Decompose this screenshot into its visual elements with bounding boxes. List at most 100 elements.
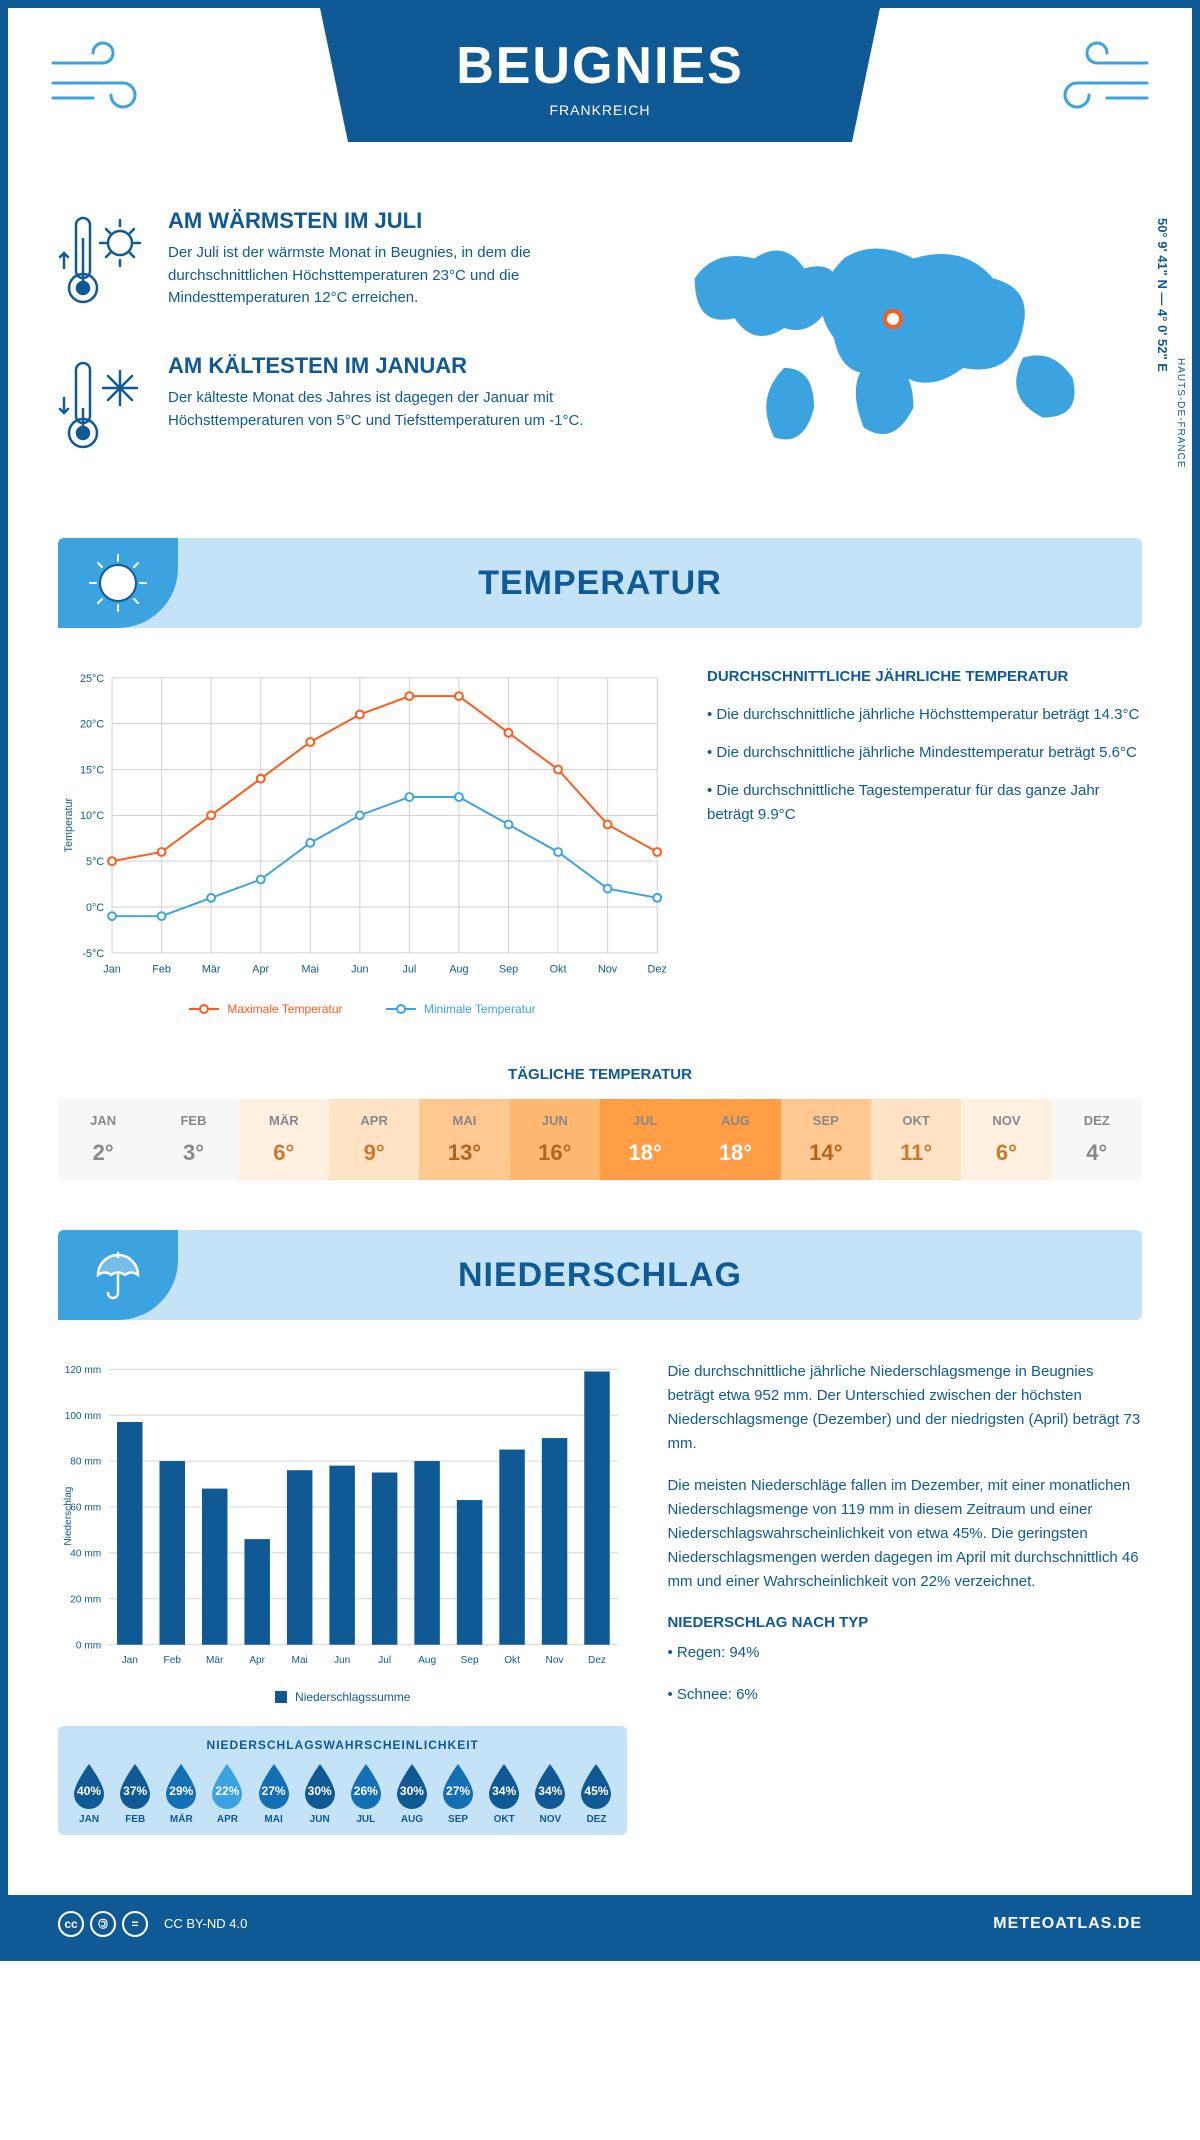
chart-legend: Niederschlagssumme bbox=[58, 1690, 627, 1706]
daily-cell: MAI13° bbox=[419, 1099, 509, 1180]
summary-paragraph: Die meisten Niederschläge fallen im Deze… bbox=[667, 1474, 1142, 1594]
svg-text:0 mm: 0 mm bbox=[76, 1641, 101, 1652]
svg-text:Apr: Apr bbox=[249, 1655, 265, 1666]
country-subtitle: FRANKREICH bbox=[320, 102, 880, 118]
summary-bullet: • Die durchschnittliche Tagestemperatur … bbox=[707, 779, 1142, 827]
fact-text: AM KÄLTESTEN IM JANUAR Der kälteste Mona… bbox=[168, 353, 605, 468]
svg-text:Jun: Jun bbox=[334, 1655, 350, 1666]
title-banner: BEUGNIES FRANKREICH bbox=[320, 8, 880, 142]
city-title: BEUGNIES bbox=[320, 36, 880, 96]
wind-icon bbox=[1032, 38, 1152, 123]
probability-drop: 45%DEZ bbox=[573, 1762, 619, 1825]
probability-box: NIEDERSCHLAGSWAHRSCHEINLICHKEIT 40%JAN37… bbox=[58, 1726, 627, 1835]
daily-cell: AUG18° bbox=[690, 1099, 780, 1180]
fact-title: AM WÄRMSTEN IM JULI bbox=[168, 208, 605, 234]
section-precipitation: NIEDERSCHLAG bbox=[58, 1230, 1142, 1320]
svg-text:Niederschlag: Niederschlag bbox=[63, 1487, 74, 1546]
svg-text:Jan: Jan bbox=[122, 1655, 138, 1666]
facts-column: AM WÄRMSTEN IM JULI Der Juli ist der wär… bbox=[58, 208, 605, 498]
daily-cell: JUN16° bbox=[510, 1099, 600, 1180]
fact-title: AM KÄLTESTEN IM JANUAR bbox=[168, 353, 605, 379]
probability-drop: 22%APR bbox=[204, 1762, 250, 1825]
probability-drop: 34%OKT bbox=[481, 1762, 527, 1825]
brand: METEOATLAS.DE bbox=[993, 1915, 1142, 1933]
page: BEUGNIES FRANKREICH AM WÄRMSTEN IM JULI … bbox=[0, 0, 1200, 1961]
probability-drop: 34%NOV bbox=[527, 1762, 573, 1825]
cc-icon: cc bbox=[58, 1911, 84, 1937]
license-text: CC BY-ND 4.0 bbox=[164, 1916, 247, 1931]
daily-cell: JUL18° bbox=[600, 1099, 690, 1180]
type-bullet: • Regen: 94% bbox=[667, 1641, 1142, 1665]
probability-drop: 29%MÄR bbox=[158, 1762, 204, 1825]
temperature-body: -5°C0°C5°C10°C15°C20°C25°CTemperaturJanF… bbox=[8, 628, 1192, 1036]
svg-text:Feb: Feb bbox=[164, 1655, 182, 1666]
daily-cell: DEZ4° bbox=[1052, 1099, 1142, 1180]
probability-drop: 27%MAI bbox=[251, 1762, 297, 1825]
probability-drop: 26%JUL bbox=[343, 1762, 389, 1825]
probability-drop: 40%JAN bbox=[66, 1762, 112, 1825]
svg-text:10°C: 10°C bbox=[80, 810, 104, 822]
fact-body: Der kälteste Monat des Jahres ist dagege… bbox=[168, 387, 605, 432]
daily-cell: JAN2° bbox=[58, 1099, 148, 1180]
precipitation-body: 0 mm20 mm40 mm60 mm80 mm100 mm120 mmNied… bbox=[8, 1320, 1192, 1864]
fact-text: AM WÄRMSTEN IM JULI Der Juli ist der wär… bbox=[168, 208, 605, 323]
svg-text:Mär: Mär bbox=[206, 1655, 224, 1666]
svg-text:Apr: Apr bbox=[252, 963, 269, 975]
svg-text:0°C: 0°C bbox=[86, 902, 104, 914]
section-title: TEMPERATUR bbox=[178, 564, 1142, 603]
type-heading: NIEDERSCHLAG NACH TYP bbox=[667, 1614, 1142, 1631]
svg-text:100 mm: 100 mm bbox=[65, 1411, 101, 1422]
daily-temp-grid: JAN2°FEB3°MÄR6°APR9°MAI13°JUN16°JUL18°AU… bbox=[58, 1099, 1142, 1180]
fact-body: Der Juli ist der wärmste Monat in Beugni… bbox=[168, 242, 605, 310]
daily-cell: MÄR6° bbox=[239, 1099, 329, 1180]
wind-icon bbox=[48, 38, 168, 123]
daily-cell: APR9° bbox=[329, 1099, 419, 1180]
legend-max: Maximale Temperatur bbox=[227, 1002, 342, 1016]
chart-legend: Maximale Temperatur Minimale Temperatur bbox=[58, 999, 667, 1016]
summary-bullet: • Die durchschnittliche jährliche Höchst… bbox=[707, 703, 1142, 727]
svg-text:Jun: Jun bbox=[351, 963, 368, 975]
svg-text:Okt: Okt bbox=[504, 1655, 520, 1666]
umbrella-icon bbox=[58, 1230, 178, 1320]
fact-coldest: AM KÄLTESTEN IM JANUAR Der kälteste Mona… bbox=[58, 353, 605, 468]
temperature-summary: DURCHSCHNITTLICHE JÄHRLICHE TEMPERATUR •… bbox=[707, 668, 1142, 1016]
legend-precip: Niederschlagssumme bbox=[295, 1690, 410, 1704]
svg-text:Feb: Feb bbox=[152, 963, 171, 975]
section-title: NIEDERSCHLAG bbox=[178, 1256, 1142, 1295]
svg-text:Temperatur: Temperatur bbox=[63, 797, 75, 852]
probability-drop: 27%SEP bbox=[435, 1762, 481, 1825]
probability-drop: 30%AUG bbox=[389, 1762, 435, 1825]
svg-text:Nov: Nov bbox=[598, 963, 618, 975]
intro-row: AM WÄRMSTEN IM JULI Der Juli ist der wär… bbox=[8, 188, 1192, 538]
svg-text:40 mm: 40 mm bbox=[70, 1549, 101, 1560]
svg-text:-5°C: -5°C bbox=[82, 948, 104, 960]
footer: cc 🄯 = CC BY-ND 4.0 METEOATLAS.DE bbox=[8, 1895, 1192, 1953]
daily-cell: SEP14° bbox=[781, 1099, 871, 1180]
license: cc 🄯 = CC BY-ND 4.0 bbox=[58, 1911, 247, 1937]
svg-text:120 mm: 120 mm bbox=[65, 1365, 101, 1376]
header: BEUGNIES FRANKREICH bbox=[8, 8, 1192, 188]
svg-text:Dez: Dez bbox=[588, 1655, 606, 1666]
svg-text:Jul: Jul bbox=[378, 1655, 391, 1666]
fact-warmest: AM WÄRMSTEN IM JULI Der Juli ist der wär… bbox=[58, 208, 605, 323]
thermometer-snow-icon bbox=[58, 353, 148, 468]
legend-min: Minimale Temperatur bbox=[424, 1002, 536, 1016]
svg-text:5°C: 5°C bbox=[86, 856, 104, 868]
by-icon: 🄯 bbox=[90, 1911, 116, 1937]
nd-icon: = bbox=[122, 1911, 148, 1937]
temperature-line-chart: -5°C0°C5°C10°C15°C20°C25°CTemperaturJanF… bbox=[58, 668, 667, 1016]
type-bullet: • Schnee: 6% bbox=[667, 1683, 1142, 1707]
svg-text:Mai: Mai bbox=[302, 963, 319, 975]
sun-icon bbox=[58, 538, 178, 628]
probability-drop: 37%FEB bbox=[112, 1762, 158, 1825]
svg-text:Jul: Jul bbox=[402, 963, 416, 975]
svg-text:Jan: Jan bbox=[103, 963, 120, 975]
daily-cell: NOV6° bbox=[961, 1099, 1051, 1180]
map-column: 50° 9' 41" N — 4° 0' 52" E HAUTS-DE-FRAN… bbox=[645, 208, 1142, 498]
daily-cell: OKT11° bbox=[871, 1099, 961, 1180]
section-temperature: TEMPERATUR bbox=[58, 538, 1142, 628]
probability-drop: 30%JUN bbox=[297, 1762, 343, 1825]
svg-text:Aug: Aug bbox=[418, 1655, 436, 1666]
svg-text:Okt: Okt bbox=[550, 963, 567, 975]
svg-text:Sep: Sep bbox=[499, 963, 518, 975]
